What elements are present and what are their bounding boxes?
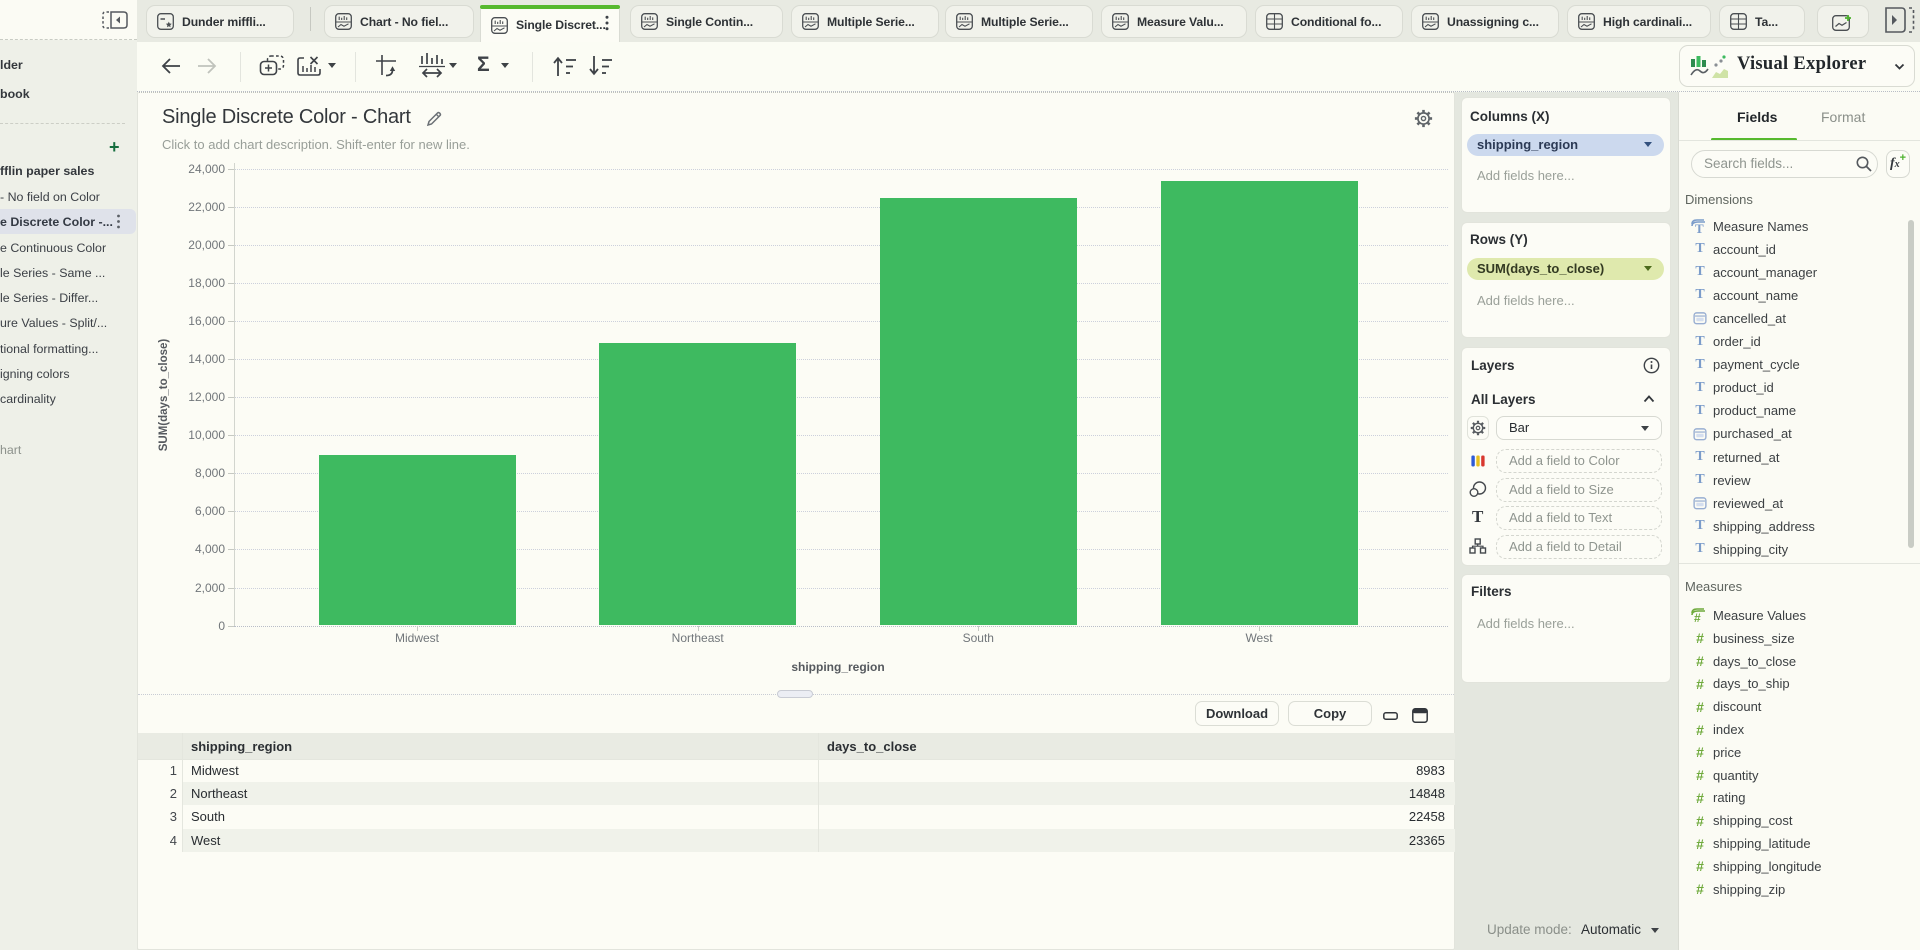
svg-text:#: # bbox=[1694, 611, 1701, 624]
svg-text:T: T bbox=[1695, 221, 1704, 235]
